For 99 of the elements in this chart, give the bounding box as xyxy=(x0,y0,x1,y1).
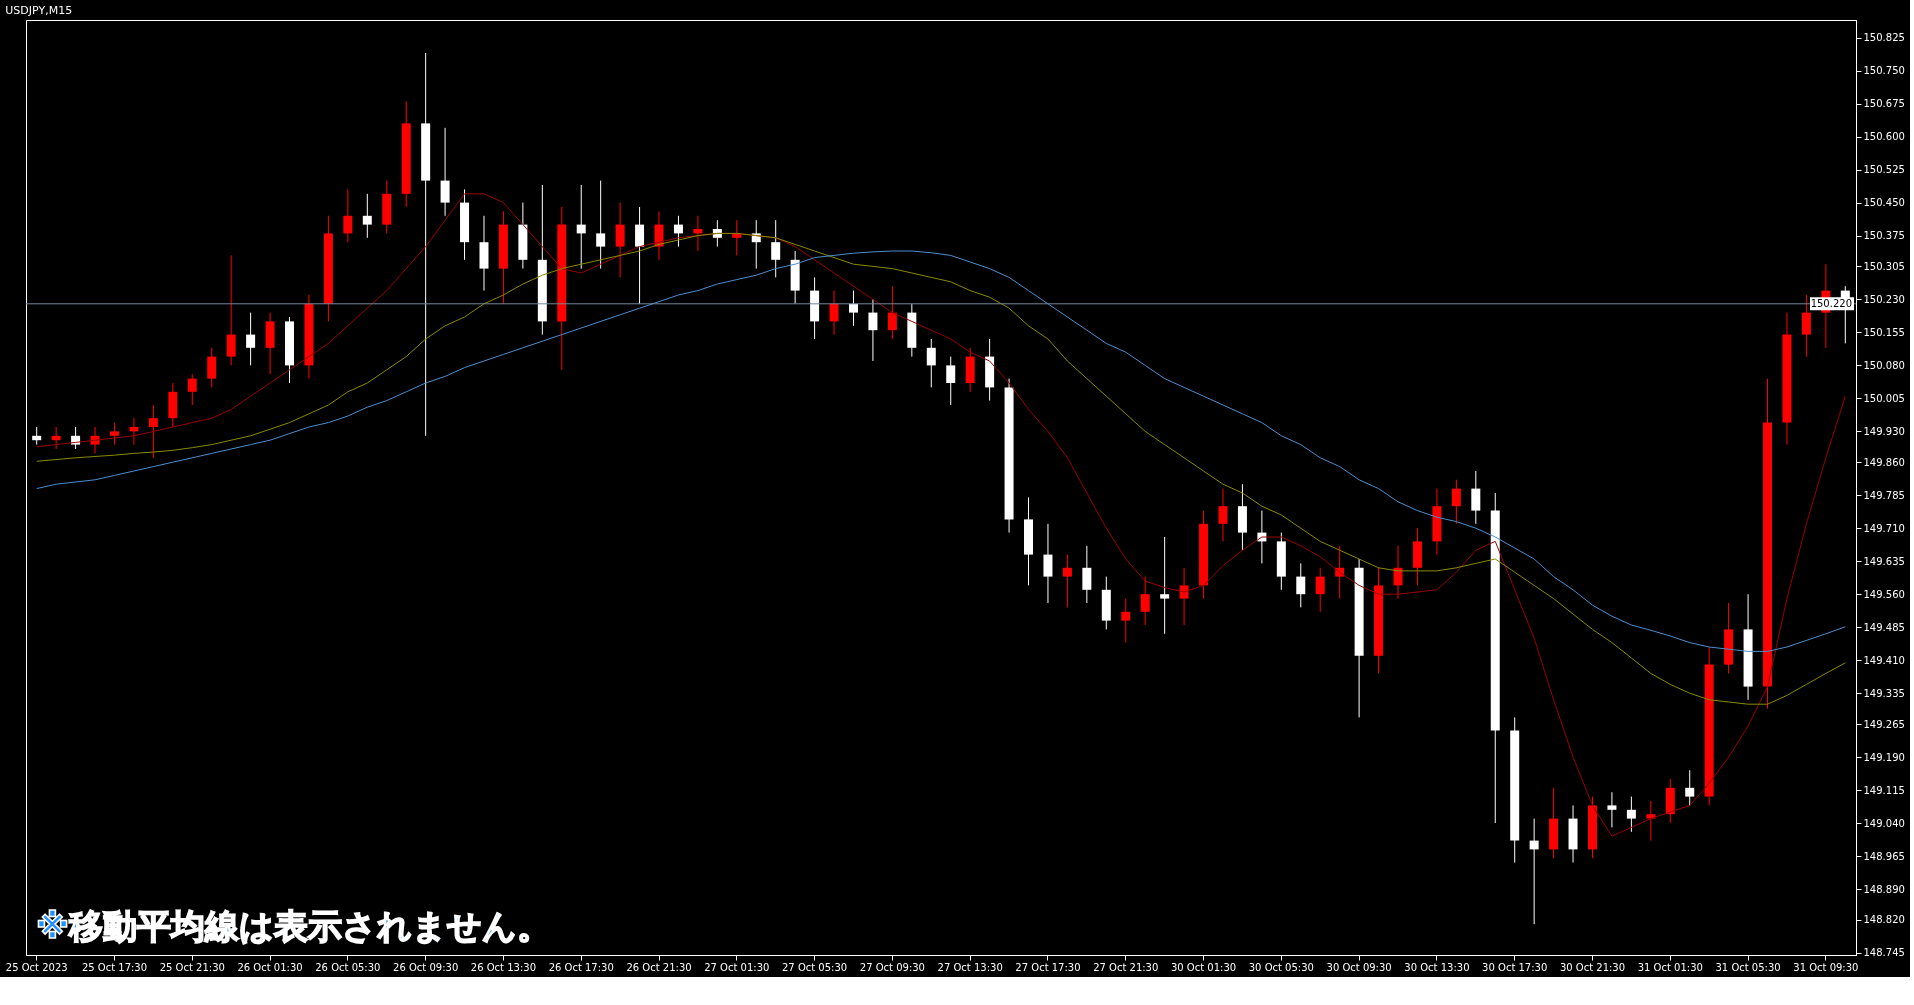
y-tick-label: 149.560 xyxy=(1863,588,1905,600)
y-tick-label: 149.115 xyxy=(1863,784,1905,796)
y-tick-label: 149.410 xyxy=(1863,654,1905,666)
x-tick-label: 30 Oct 01:30 xyxy=(1170,961,1237,973)
x-tick-label: 27 Oct 13:30 xyxy=(937,961,1003,973)
y-tick-label: 149.860 xyxy=(1863,456,1905,468)
x-tick-label: 26 Oct 21:30 xyxy=(626,961,692,973)
x-tick-label: 27 Oct 21:30 xyxy=(1093,961,1159,973)
candlestick xyxy=(1179,567,1189,626)
ref-line-label: 150.220 xyxy=(1810,297,1852,309)
y-tick-label: 150.525 xyxy=(1863,164,1905,176)
candlestick xyxy=(1607,791,1617,828)
candlestick xyxy=(343,188,353,243)
candlestick xyxy=(1043,523,1053,604)
candlestick xyxy=(109,422,119,446)
x-tick-label: 26 Oct 05:30 xyxy=(315,961,381,973)
candlestick xyxy=(1801,294,1811,358)
x-tick-label: 27 Oct 05:30 xyxy=(781,961,848,973)
y-tick-label: 150.155 xyxy=(1863,326,1905,338)
x-tick-label: 31 Oct 05:30 xyxy=(1715,961,1781,973)
candlestick xyxy=(148,404,158,459)
y-tick-label: 148.965 xyxy=(1863,850,1905,862)
y-tick-label: 148.890 xyxy=(1863,883,1905,895)
candlestick xyxy=(51,426,61,450)
candlestick xyxy=(246,312,256,366)
y-tick-label: 150.305 xyxy=(1863,260,1905,272)
y-tick-label: 150.600 xyxy=(1863,131,1905,143)
y-tick-label: 150.005 xyxy=(1863,392,1905,404)
y-tick-label: 150.080 xyxy=(1863,359,1905,371)
candlestick xyxy=(1082,545,1092,604)
y-tick-label: 150.375 xyxy=(1863,230,1905,242)
y-tick-label: 149.485 xyxy=(1863,621,1905,633)
x-tick-label: 25 Oct 21:30 xyxy=(159,961,225,973)
candlestick xyxy=(576,184,586,270)
y-tick-label: 148.820 xyxy=(1863,914,1905,926)
candlestick xyxy=(1140,576,1150,626)
x-tick-label: 25 Oct 2023 xyxy=(5,961,68,973)
y-tick-label: 148.745 xyxy=(1863,947,1905,959)
candlestick xyxy=(1685,769,1695,806)
candlestick xyxy=(440,127,450,217)
y-tick-label: 149.265 xyxy=(1863,718,1905,730)
candlestick xyxy=(673,215,683,248)
candlestick xyxy=(1218,488,1228,542)
candlestick xyxy=(129,417,139,446)
candlestick xyxy=(596,180,606,270)
candlestick xyxy=(1529,818,1539,925)
x-tick-label: 27 Oct 17:30 xyxy=(1015,961,1081,973)
candlestick xyxy=(829,290,839,336)
y-tick-label: 149.930 xyxy=(1863,425,1905,437)
candlestick xyxy=(1121,598,1131,644)
candlestick xyxy=(1315,567,1325,613)
y-tick-label: 149.335 xyxy=(1863,687,1905,699)
y-tick-label: 149.190 xyxy=(1863,751,1905,763)
candlestick xyxy=(1160,536,1170,635)
candlestick xyxy=(226,254,236,366)
y-tick-label: 149.785 xyxy=(1863,489,1905,501)
candlestick xyxy=(712,219,722,248)
x-tick-label: 31 Oct 01:30 xyxy=(1637,961,1703,973)
candlestick xyxy=(946,356,956,406)
candlestick xyxy=(1451,479,1461,525)
candlestick xyxy=(1626,796,1636,833)
x-tick-label: 26 Oct 09:30 xyxy=(393,961,459,973)
candlestick xyxy=(1646,800,1656,842)
x-tick-label: 25 Oct 17:30 xyxy=(81,961,148,973)
y-tick-label: 149.710 xyxy=(1863,522,1905,534)
x-tick-label: 26 Oct 01:30 xyxy=(237,961,303,973)
x-tick-label: 30 Oct 21:30 xyxy=(1559,961,1626,973)
candlestick xyxy=(615,202,625,278)
candlestick xyxy=(771,219,781,278)
candlestick xyxy=(887,285,897,340)
x-tick-label: 31 Oct 09:30 xyxy=(1793,961,1859,973)
candlestick xyxy=(635,206,645,305)
candlestick xyxy=(362,193,372,239)
candlestick xyxy=(1471,470,1481,525)
y-tick-label: 150.450 xyxy=(1863,197,1905,209)
candlestick xyxy=(926,338,936,388)
candlestick xyxy=(1062,554,1072,608)
y-tick-label: 149.635 xyxy=(1863,555,1905,567)
y-tick-label: 150.675 xyxy=(1863,98,1905,110)
x-tick-label: 26 Oct 17:30 xyxy=(548,961,614,973)
x-tick-label: 30 Oct 13:30 xyxy=(1404,961,1470,973)
y-tick-label: 150.825 xyxy=(1863,32,1905,44)
x-tick-label: 30 Oct 09:30 xyxy=(1326,961,1392,973)
y-tick-label: 150.230 xyxy=(1863,293,1905,305)
x-tick-label: 30 Oct 05:30 xyxy=(1248,961,1314,973)
candlestick xyxy=(187,373,197,406)
y-tick-label: 150.750 xyxy=(1863,65,1905,77)
candlestick xyxy=(207,347,217,388)
x-tick-label: 30 Oct 17:30 xyxy=(1482,961,1548,973)
x-tick-label: 27 Oct 01:30 xyxy=(704,961,770,973)
chart-title: USDJPY,M15 xyxy=(5,4,73,17)
x-tick-label: 26 Oct 13:30 xyxy=(470,961,537,973)
candlestick xyxy=(868,298,878,362)
x-tick-label: 27 Oct 09:30 xyxy=(859,961,925,973)
annotation: ※移動平均線は表示されません。 xyxy=(36,906,552,946)
candlestick xyxy=(693,215,703,252)
candlestick xyxy=(848,290,858,327)
y-tick-label: 149.040 xyxy=(1863,817,1905,829)
candlestick xyxy=(1296,562,1306,608)
